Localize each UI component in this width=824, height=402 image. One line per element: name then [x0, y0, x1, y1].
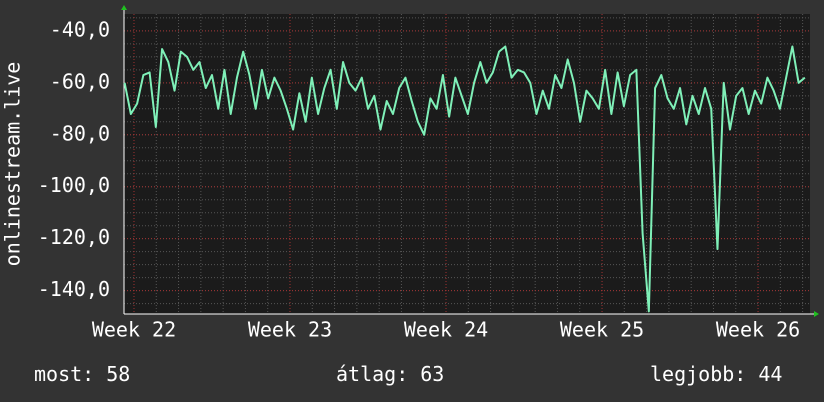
- y-tick-label: -40,0: [50, 17, 110, 41]
- y-tick-label: -140,0: [38, 277, 110, 301]
- stat-value: 58: [106, 362, 130, 386]
- stat-label: most:: [34, 362, 94, 386]
- stat-value: 44: [758, 362, 782, 386]
- stat-label: legjobb:: [650, 362, 746, 386]
- x-tick-label: Week 24: [404, 318, 488, 342]
- stat: átlag: 63: [336, 362, 444, 386]
- y-tick-label: -80,0: [50, 121, 110, 145]
- y-tick-label: -120,0: [38, 225, 110, 249]
- stat-value: 63: [420, 362, 444, 386]
- x-tick-label: Week 22: [92, 318, 176, 342]
- plot-area: [124, 14, 810, 314]
- data-line: [123, 45, 806, 313]
- y-tick-label: -100,0: [38, 173, 110, 197]
- x-tick-label: Week 26: [716, 318, 800, 342]
- axis-arrow: [814, 311, 819, 317]
- y-axis-label: onlinestream.live: [1, 62, 25, 267]
- stat-label: átlag:: [336, 362, 408, 386]
- stat: legjobb: 44: [650, 362, 782, 386]
- y-tick-label: -60,0: [50, 69, 110, 93]
- stat: most: 58: [34, 362, 130, 386]
- x-tick-label: Week 23: [248, 318, 332, 342]
- axis-arrow: [121, 5, 127, 10]
- x-tick-label: Week 25: [560, 318, 644, 342]
